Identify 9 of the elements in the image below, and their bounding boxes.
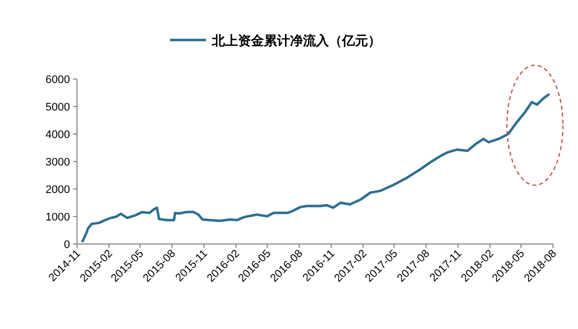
y-tick-label: 1000 (46, 212, 70, 224)
legend: 北上资金累计净流入（亿元） (170, 33, 381, 48)
y-tick-label: 3000 (46, 156, 70, 168)
y-tick-label: 6000 (46, 74, 70, 86)
y-tick-label: 4000 (46, 129, 70, 141)
y-tick-label: 2000 (46, 184, 70, 196)
y-tick-label: 0 (64, 239, 70, 251)
y-tick-label: 5000 (46, 102, 70, 114)
legend-label: 北上资金累计净流入（亿元） (211, 33, 381, 48)
